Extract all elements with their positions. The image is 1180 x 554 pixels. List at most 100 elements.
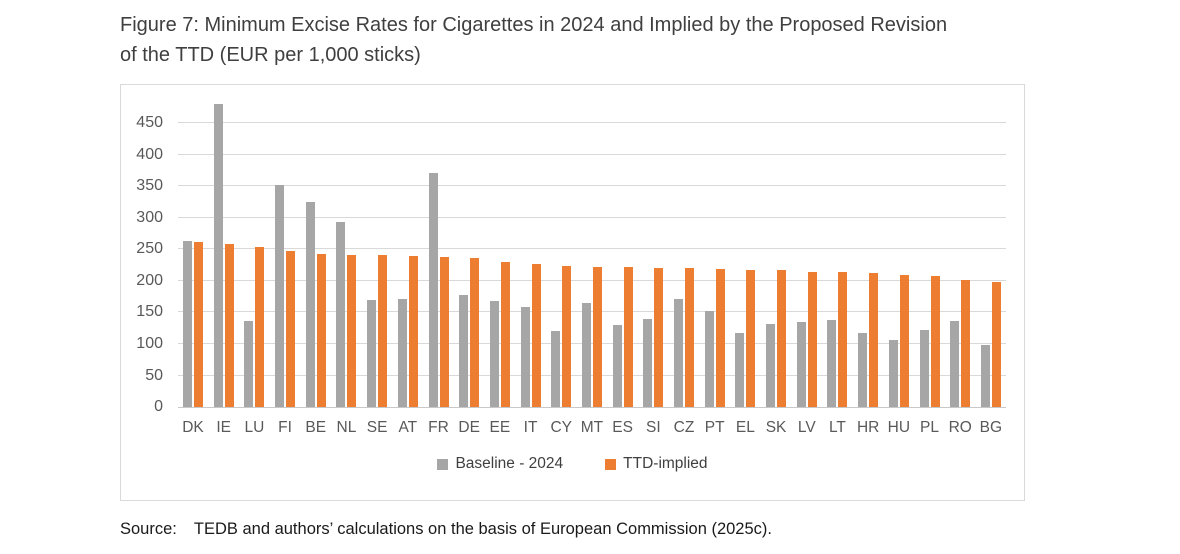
bar-group-MT (581, 267, 602, 407)
x-tick-label-SE: SE (366, 419, 388, 436)
x-tick-label-ES: ES (612, 419, 633, 436)
bar-group-LV (796, 271, 817, 407)
legend-item-ttd: TTD-implied (605, 455, 708, 473)
bar-ttd-implied-PT (715, 268, 725, 407)
bar-group-IE (213, 104, 234, 407)
bar-ttd-implied-EL (746, 269, 756, 407)
source-line: Source: TEDB and authors’ calculations o… (120, 520, 772, 539)
bar-baseline---2024-CZ (674, 299, 683, 407)
bar-baseline---2024-SK (766, 323, 776, 407)
source-label: Source: (120, 520, 177, 538)
y-tick-label-150: 150 (136, 303, 163, 321)
bar-baseline---2024-LU (244, 320, 254, 407)
x-tick-label-PL: PL (920, 419, 939, 436)
y-tick-label-50: 50 (145, 366, 163, 384)
bar-group-EL (735, 269, 756, 407)
bars-container (178, 95, 1006, 407)
x-tick-label-DE: DE (458, 419, 480, 436)
bar-ttd-implied-LV (807, 271, 817, 407)
bar-baseline---2024-LT (827, 320, 837, 407)
x-tick-label-HU: HU (887, 419, 911, 436)
legend-item-baseline: Baseline - 2024 (437, 455, 563, 473)
bar-ttd-implied-AT (408, 255, 418, 407)
bar-group-PL (919, 275, 940, 407)
bar-group-LT (827, 271, 848, 407)
bar-group-RO (950, 280, 971, 407)
bar-ttd-implied-BE (316, 254, 326, 407)
legend-label-ttd: TTD-implied (623, 455, 708, 472)
x-tick-label-RO: RO (948, 419, 972, 436)
ttd-swatch-icon (605, 458, 617, 470)
bar-baseline---2024-FR (428, 173, 438, 407)
bar-baseline---2024-LV (796, 321, 806, 407)
bar-group-NL (336, 222, 357, 407)
bar-baseline---2024-CY (551, 331, 561, 407)
bar-ttd-implied-NL (347, 255, 357, 407)
bar-baseline---2024-EE (489, 301, 499, 407)
x-tick-label-SI: SI (645, 419, 661, 436)
chart-area: 0 50 100 150 200 250 300 350 400 450 DK IE LU FI BE NL… (120, 84, 1025, 501)
bar-baseline---2024-IE (213, 104, 223, 407)
bar-baseline---2024-PL (919, 330, 929, 407)
bar-ttd-implied-SE (378, 255, 388, 407)
x-tick-label-FI: FI (278, 419, 292, 436)
bar-ttd-implied-DE (470, 258, 480, 407)
bar-group-CZ (674, 268, 694, 407)
bar-ttd-implied-CZ (685, 268, 694, 407)
bar-ttd-implied-HU (899, 275, 909, 407)
gridline-100 (178, 342, 1006, 344)
bar-baseline---2024-HU (888, 339, 898, 407)
bar-group-DE (459, 258, 480, 407)
baseline-swatch-icon (437, 458, 449, 470)
bar-ttd-implied-FR (439, 257, 449, 407)
bar-group-FR (428, 173, 449, 407)
x-tick-label-LT: LT (828, 419, 846, 436)
x-tick-label-EE: EE (489, 419, 511, 436)
gridline-250 (178, 248, 1006, 250)
bar-group-HR (858, 273, 879, 407)
bar-baseline---2024-EL (735, 333, 745, 407)
y-tick-label-200: 200 (136, 271, 163, 289)
gridline-200 (178, 279, 1006, 281)
bar-ttd-implied-PL (930, 275, 940, 407)
legend-label-baseline: Baseline - 2024 (455, 455, 564, 472)
gridline-400 (178, 153, 1006, 155)
x-axis-labels: DK IE LU FI BE NL SE AT FR DE EE IT CY MT ES SI CZ PT EL SK… (178, 419, 1006, 437)
bar-ttd-implied-CY (562, 265, 572, 407)
x-tick-label-LU: LU (244, 419, 265, 436)
gridline-450 (178, 122, 1006, 124)
plot-area: 0 50 100 150 200 250 300 350 400 450 (136, 95, 1006, 415)
bar-ttd-implied-SI (654, 267, 664, 407)
source-text: TEDB and authors’ calculations on the ba… (193, 520, 772, 538)
bar-group-CY (551, 265, 572, 407)
x-tick-label-IE: IE (216, 419, 232, 436)
x-tick-label-PT: PT (704, 419, 725, 436)
bar-ttd-implied-MT (592, 267, 602, 407)
bar-ttd-implied-IT (531, 263, 541, 407)
bar-baseline---2024-MT (581, 303, 591, 407)
bar-baseline---2024-DK (183, 241, 192, 407)
bar-group-SE (367, 255, 388, 407)
x-tick-label-NL: NL (336, 419, 357, 436)
x-tick-label-EL: EL (735, 419, 755, 436)
bar-baseline---2024-FI (275, 184, 285, 407)
y-axis-labels: 0 50 100 150 200 250 300 350 400 450 (123, 95, 163, 415)
x-tick-label-CY: CY (550, 419, 573, 436)
bar-group-BG (980, 281, 1001, 407)
y-tick-label-0: 0 (154, 398, 163, 415)
bar-group-SK (766, 270, 787, 407)
bar-group-HU (888, 275, 909, 407)
x-tick-label-HR: HR (856, 419, 880, 436)
bar-baseline---2024-BG (980, 344, 990, 407)
bar-group-EE (489, 262, 510, 407)
bar-ttd-implied-ES (623, 267, 633, 407)
bar-baseline---2024-PT (704, 310, 714, 407)
bar-baseline---2024-SI (643, 318, 653, 407)
bar-ttd-implied-DK (194, 241, 203, 407)
x-tick-label-SK: SK (765, 419, 787, 436)
x-tick-label-DK: DK (182, 419, 204, 436)
y-tick-label-350: 350 (136, 177, 163, 195)
bar-group-ES (612, 267, 633, 407)
bar-baseline---2024-IT (520, 306, 530, 407)
